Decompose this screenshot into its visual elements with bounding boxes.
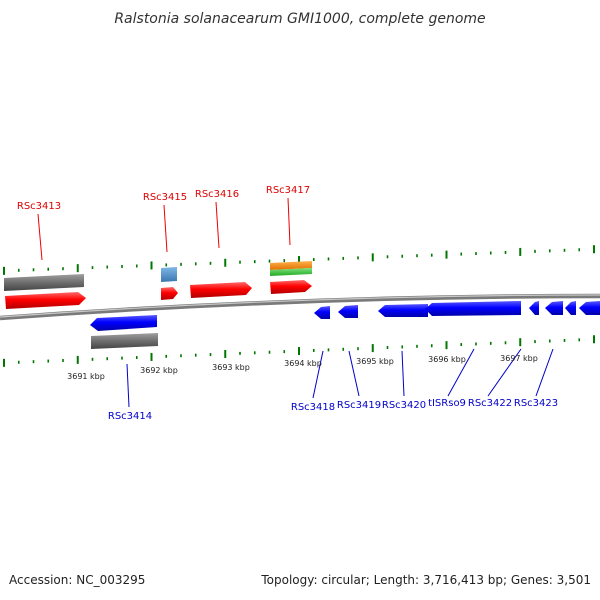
pseudo-feature-block[interactable] [4,274,84,291]
gene-label-tisrso9[interactable]: tISRso9 [428,398,466,409]
leader-rsc3420 [401,350,405,397]
gene-arrow-rsc3422[interactable] [529,301,539,315]
rna-feature-block[interactable] [270,261,312,270]
gene-label-rsc3419[interactable]: RSc3419 [337,400,381,411]
leader-tisrso9 [447,348,475,397]
accession-label: Accession: NC_003295 [9,573,146,587]
leader-rsc3423 [535,348,554,397]
misc-feature-block[interactable] [161,267,177,282]
gene-label-rsc3416[interactable]: RSc3416 [195,189,239,200]
gene-label-rsc3415[interactable]: RSc3415 [143,192,187,203]
genome-summary: Topology: circular; Length: 3,716,413 bp… [261,573,591,587]
map-title: Ralstonia solanacearum GMI1000, complete… [114,11,485,27]
gene-arrow-rsc3416[interactable] [190,282,252,298]
gene-arrow-rsc3419[interactable] [338,305,358,318]
gene-arrow-rsc3420[interactable] [378,304,428,317]
gene-label-rsc3423[interactable]: RSc3423 [514,398,558,409]
gene-label-rsc3413[interactable]: RSc3413 [17,201,61,212]
gene-arrow-unnamed-1[interactable] [565,301,576,315]
genome-backbone-highlight [0,294,600,318]
gene-arrow-rsc3413[interactable] [5,292,86,309]
leader-rsc3418 [312,350,324,399]
leader-rsc3422 [487,348,522,397]
genome-backbone [0,293,600,321]
scale-label: 3694 kbp [284,359,322,368]
gene-arrow-rsc3423[interactable] [545,301,563,315]
scale-label: 3692 kbp [140,366,178,375]
gene-arrow-rsc3418[interactable] [314,306,330,319]
gene-arrow-unnamed-2[interactable] [579,301,600,315]
leader-rsc3415 [163,204,168,253]
pseudo-feature-block-lower[interactable] [91,333,158,349]
gene-arrow-tisrso9[interactable] [425,301,521,316]
label-leader-lines [37,197,554,408]
gene-arrow-rsc3414[interactable] [90,315,157,331]
gene-arrow-rsc3417[interactable] [270,280,312,294]
lower-scale-ticks [3,335,595,367]
gene-label-rsc3414[interactable]: RSc3414 [108,411,152,422]
gene-label-rsc3417[interactable]: RSc3417 [266,185,310,196]
leader-rsc3416 [215,201,220,249]
scale-label: 3691 kbp [67,372,105,381]
scale-label: 3695 kbp [356,357,394,366]
gene-arrow-rsc3415[interactable] [161,287,178,300]
scale-labels: 3691 kbp 3692 kbp 3693 kbp 3694 kbp 3695… [67,354,538,381]
scale-label: 3696 kbp [428,355,466,364]
forward-strand-features [4,261,312,309]
leader-rsc3413 [37,213,43,261]
scale-label: 3693 kbp [212,363,250,372]
gene-label-rsc3422[interactable]: RSc3422 [468,398,512,409]
gene-label-rsc3420[interactable]: RSc3420 [382,400,426,411]
gene-labels: RSc3413 RSc3415 RSc3416 RSc3417 RSc3414 … [17,185,558,422]
leader-rsc3417 [287,197,291,246]
repeat-feature-block[interactable] [270,268,312,276]
leader-rsc3414 [126,363,130,408]
scale-label: 3697 kbp [500,354,538,363]
leader-rsc3419 [348,350,360,397]
gene-label-rsc3418[interactable]: RSc3418 [291,402,335,413]
reverse-strand-features [90,301,600,349]
